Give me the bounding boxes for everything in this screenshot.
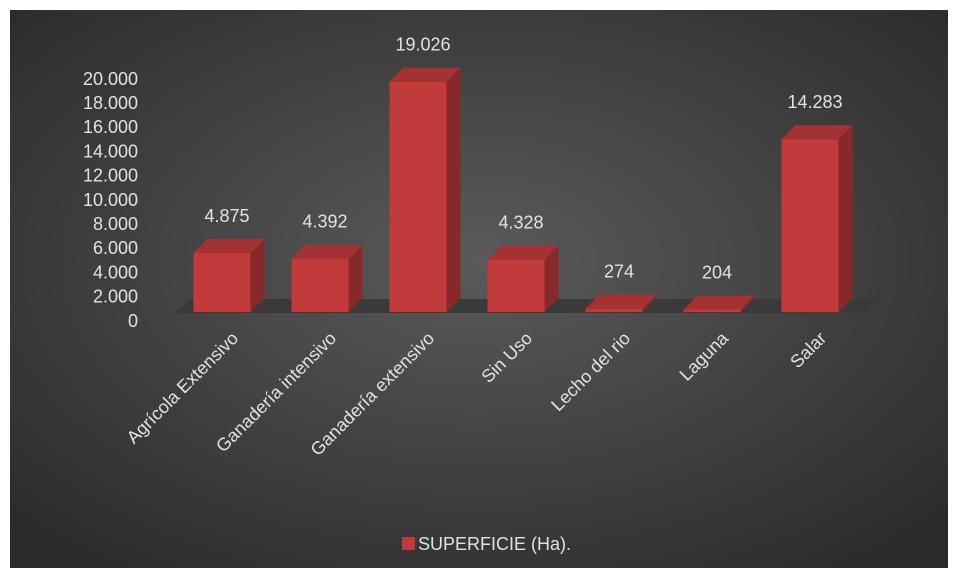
y-tick-label: 0 — [128, 311, 138, 331]
bar-side — [348, 244, 363, 312]
bar — [193, 253, 251, 312]
legend-label: SUPERFICIE (Ha). — [418, 534, 571, 554]
bar-top — [683, 295, 755, 310]
bar — [585, 308, 643, 312]
y-tick-label: 14.000 — [83, 141, 138, 161]
data-label: 14.283 — [787, 92, 842, 112]
bar-side — [740, 295, 755, 312]
bar-top — [487, 245, 559, 260]
y-tick-label: 6.000 — [93, 238, 138, 258]
y-tick-label: 20.000 — [83, 69, 138, 89]
bar-top — [389, 67, 461, 82]
bar — [781, 139, 839, 312]
data-label: 4.328 — [498, 212, 543, 232]
bar-side — [642, 294, 657, 312]
bar — [487, 259, 545, 312]
y-tick-label: 12.000 — [83, 166, 138, 186]
y-tick-label: 4.000 — [93, 262, 138, 282]
bar — [389, 81, 447, 312]
bar-side — [838, 125, 853, 313]
bar-top — [781, 125, 853, 140]
bar — [683, 309, 741, 312]
bar-top — [585, 294, 657, 309]
data-label: 4.392 — [302, 212, 347, 232]
bar-side — [544, 245, 559, 312]
y-tick-label: 18.000 — [83, 93, 138, 113]
data-label: 4.875 — [204, 206, 249, 226]
y-tick-label: 10.000 — [83, 190, 138, 210]
y-tick-label: 16.000 — [83, 117, 138, 137]
bar — [291, 258, 349, 312]
y-tick-label: 2.000 — [93, 287, 138, 307]
y-tick-label: 8.000 — [93, 214, 138, 234]
bar-side — [250, 239, 265, 312]
legend-swatch — [402, 537, 415, 550]
data-label: 204 — [702, 262, 732, 282]
bar-top — [291, 244, 363, 259]
bar-top — [193, 239, 265, 254]
data-label: 19.026 — [395, 35, 450, 55]
data-label: 274 — [604, 261, 634, 281]
bar-side — [446, 67, 461, 312]
